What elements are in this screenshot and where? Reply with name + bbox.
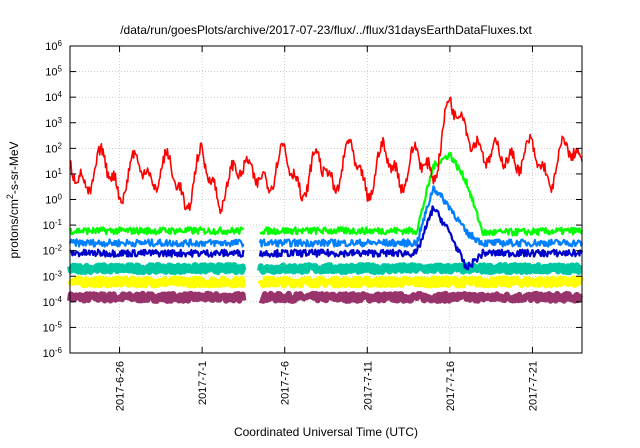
series-line: [67, 290, 585, 304]
x-tick-label: 2017-7-16: [445, 361, 457, 411]
y-tick-base: 10: [43, 220, 55, 232]
y-tick-exponent: -6: [55, 346, 63, 355]
y-tick-base: 10: [45, 118, 57, 130]
y-tick-base: 10: [45, 67, 57, 79]
y-tick-exponent: 1: [58, 166, 63, 175]
y-tick-base: 10: [43, 271, 55, 283]
series-line: [69, 96, 583, 215]
y-axis-label-sup: 2: [5, 194, 15, 199]
y-tick-label: 106: [45, 39, 62, 54]
y-tick-exponent: -2: [55, 243, 63, 252]
y-tick-base: 10: [45, 92, 57, 104]
y-axis-label-suffix: -s-sr-MeV: [7, 141, 21, 194]
y-axis-label-prefix: protons/cm: [7, 199, 21, 258]
y-tick-label: 10-2: [43, 243, 63, 258]
y-tick-base: 10: [45, 41, 57, 53]
series-line: [67, 262, 585, 276]
y-tick-base: 10: [45, 195, 57, 207]
y-tick-label: 10-3: [43, 269, 63, 284]
ticks-group: 10-610-510-410-310-210-11001011021031041…: [43, 39, 582, 411]
y-tick-label: 102: [45, 141, 62, 156]
y-tick-base: 10: [43, 322, 55, 334]
y-tick-exponent: -1: [55, 218, 63, 227]
y-tick-exponent: 3: [58, 115, 63, 124]
x-tick-label: 2017-7-21: [527, 361, 539, 411]
y-tick-base: 10: [43, 246, 55, 258]
x-axis-label: Coordinated Universal Time (UTC): [234, 425, 418, 439]
grid-group: [70, 46, 582, 353]
y-tick-base: 10: [45, 169, 57, 181]
series-group: [67, 96, 585, 304]
chart-title: /data/run/goesPlots/archive/2017-07-23/f…: [120, 23, 532, 37]
x-tick-label: 2017-7-6: [280, 361, 292, 405]
y-tick-label: 101: [45, 166, 62, 181]
y-tick-label: 10-6: [43, 346, 63, 361]
y-tick-exponent: 5: [58, 64, 63, 73]
series-line: [69, 205, 584, 271]
y-tick-base: 10: [45, 143, 57, 155]
y-tick-exponent: -5: [55, 320, 63, 329]
y-tick-base: 10: [43, 348, 55, 360]
y-tick-exponent: 6: [58, 39, 63, 48]
series-line: [68, 185, 584, 248]
series-line: [68, 151, 584, 237]
x-tick-label: 2017-7-11: [362, 361, 374, 410]
y-tick-label: 10-4: [43, 294, 63, 309]
y-tick-label: 104: [45, 90, 62, 105]
y-tick-label: 105: [45, 64, 62, 79]
y-tick-label: 10-1: [43, 218, 63, 233]
y-tick-exponent: -3: [55, 269, 63, 278]
y-tick-exponent: 2: [58, 141, 63, 150]
y-tick-label: 10-5: [43, 320, 63, 335]
y-tick-label: 100: [45, 192, 62, 207]
y-tick-label: 103: [45, 115, 62, 130]
y-axis-label: protons/cm2-s-sr-MeV: [5, 141, 21, 258]
x-tick-label: 2017-7-1: [197, 361, 209, 405]
y-tick-base: 10: [43, 297, 55, 309]
x-tick-label: 2017-6-26: [115, 361, 127, 411]
y-tick-exponent: 4: [58, 90, 63, 99]
y-tick-exponent: -4: [55, 294, 63, 303]
series-line: [67, 275, 585, 289]
y-tick-exponent: 0: [58, 192, 63, 201]
